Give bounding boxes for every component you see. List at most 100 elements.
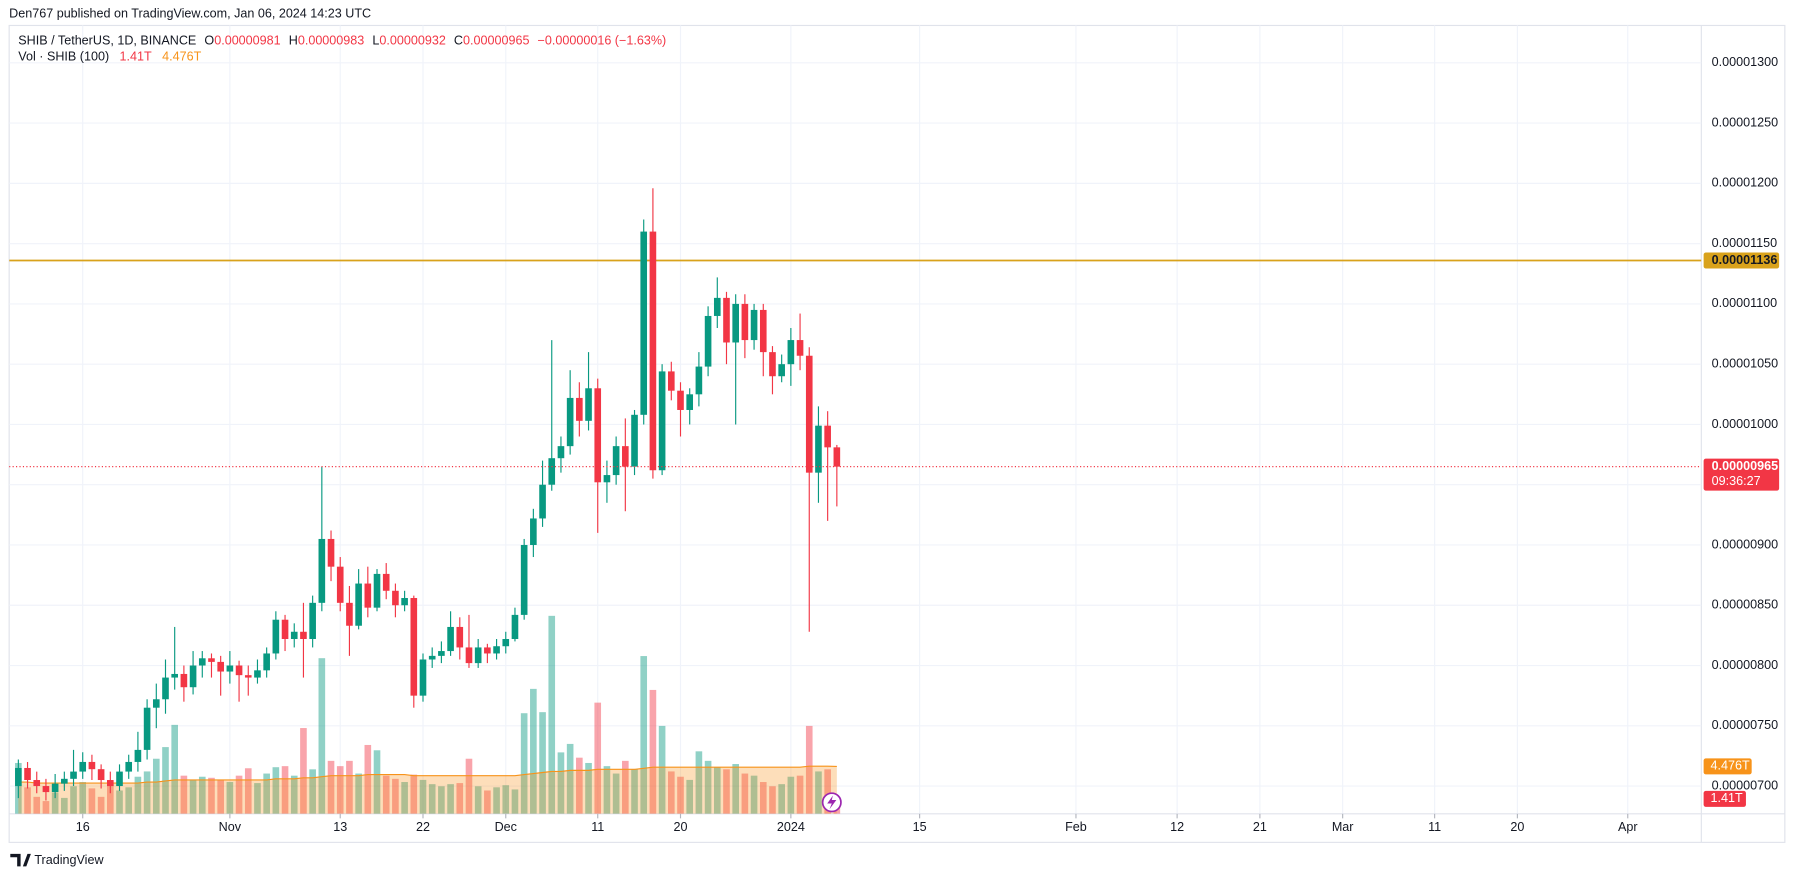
volume-bar xyxy=(355,773,362,814)
candle-body xyxy=(815,425,822,473)
candle-body xyxy=(180,673,188,688)
volume-bar xyxy=(198,776,206,814)
candle-body xyxy=(520,544,528,615)
x-tick-label: Feb xyxy=(1065,820,1087,834)
volume-bar xyxy=(419,779,427,814)
y-tick-label: 0.00001000 xyxy=(1712,417,1778,431)
x-tick-label: Apr xyxy=(1618,820,1638,834)
x-tick-label: 16 xyxy=(76,820,90,834)
volume-bar xyxy=(649,689,657,814)
candle-body xyxy=(235,665,243,676)
candle-body xyxy=(667,371,675,391)
candle-body xyxy=(686,394,694,410)
volume-bar xyxy=(208,777,215,814)
volume-pane xyxy=(15,615,841,814)
candle-body xyxy=(290,631,298,639)
candle-body xyxy=(732,303,739,343)
last-price-label: 0.00000965 xyxy=(1712,459,1778,473)
volume-bar xyxy=(603,766,611,814)
y-tick-label: 0.00000900 xyxy=(1712,537,1778,551)
volume-bar xyxy=(447,784,454,814)
volume-tag xyxy=(1703,790,1746,807)
volume-ma-value: 4.476T xyxy=(162,50,201,64)
candle-body xyxy=(658,371,666,471)
candle-body xyxy=(42,786,50,793)
y-tick-label: 0.00000850 xyxy=(1712,598,1778,612)
candle-body xyxy=(704,315,712,367)
candle-body xyxy=(327,538,335,567)
volume-bar xyxy=(171,724,179,814)
candle-body xyxy=(502,638,510,647)
candle-body xyxy=(244,675,252,678)
volume-bar xyxy=(778,784,785,814)
volume-bar xyxy=(796,775,804,814)
candle-body xyxy=(530,518,537,545)
volume-bar xyxy=(585,762,592,814)
change-value: −0.00000016 (−1.63%) xyxy=(538,34,667,48)
candle-body xyxy=(833,447,841,467)
x-tick-label: Dec xyxy=(495,820,517,834)
candle-body xyxy=(649,231,657,471)
volume-bar xyxy=(502,785,510,814)
volume-bar xyxy=(465,758,473,814)
x-tick-label: 12 xyxy=(1170,820,1184,834)
volume-bar xyxy=(107,784,114,814)
replay-bolt[interactable] xyxy=(827,795,837,810)
candle-body xyxy=(79,761,87,772)
replay-icon[interactable] xyxy=(821,792,842,813)
candle-body xyxy=(723,297,730,343)
volume-bar xyxy=(134,776,142,814)
x-tick-label: 21 xyxy=(1253,820,1267,834)
volume-bar xyxy=(410,774,418,814)
volume-bar xyxy=(438,786,445,814)
volume-ma-area xyxy=(18,766,837,814)
volume-bar xyxy=(290,775,298,814)
volume-bar xyxy=(336,766,344,814)
legend-main: SHIB / TetherUS, 1D, BINANCE O0.00000981… xyxy=(18,34,666,48)
brand-logo: TradingView xyxy=(10,853,104,867)
candle-body xyxy=(263,653,270,671)
candle-body xyxy=(401,598,408,606)
volume-name: Vol · SHIB (100) xyxy=(18,50,109,64)
volume-bar xyxy=(33,796,41,814)
volume-tag-label: 1.41T xyxy=(1710,791,1742,805)
countdown-label: 09:36:27 xyxy=(1712,474,1761,488)
volume-bar xyxy=(493,787,500,814)
volume-bar xyxy=(24,787,31,814)
volume-bar xyxy=(520,713,528,814)
volume-bar xyxy=(456,783,464,814)
candle-body xyxy=(272,619,280,654)
volume-bar xyxy=(373,750,381,814)
volume-bar xyxy=(750,775,758,814)
volume-bar xyxy=(51,792,59,814)
volume-bar xyxy=(327,760,335,814)
candle-body xyxy=(61,778,68,784)
volume-bar xyxy=(318,658,326,814)
candle-body xyxy=(346,602,353,626)
volume-bar xyxy=(695,751,703,814)
candle-body xyxy=(309,602,316,639)
volume-bar xyxy=(364,744,372,814)
candle-body xyxy=(612,446,620,476)
candle-body xyxy=(805,355,813,473)
candle-body xyxy=(769,352,776,377)
candle-body xyxy=(162,677,169,700)
volume-bar xyxy=(815,771,822,814)
frame xyxy=(8,24,1786,843)
candle-body xyxy=(97,769,105,781)
price-pane xyxy=(9,188,1702,801)
volume-ma-tag xyxy=(1703,758,1752,775)
volume-bar xyxy=(125,787,133,814)
volume-bar xyxy=(658,725,666,814)
volume-bar xyxy=(769,786,776,814)
volume-bar xyxy=(640,656,648,814)
candle-body xyxy=(382,573,390,591)
volume-bar xyxy=(88,788,96,814)
volume-bar xyxy=(824,769,831,814)
legend-volume: Vol · SHIB (100) 1.41T 4.476T xyxy=(18,50,201,64)
volume-bar xyxy=(180,775,188,814)
x-tick-label: 13 xyxy=(333,820,347,834)
volume-bar xyxy=(612,773,620,814)
